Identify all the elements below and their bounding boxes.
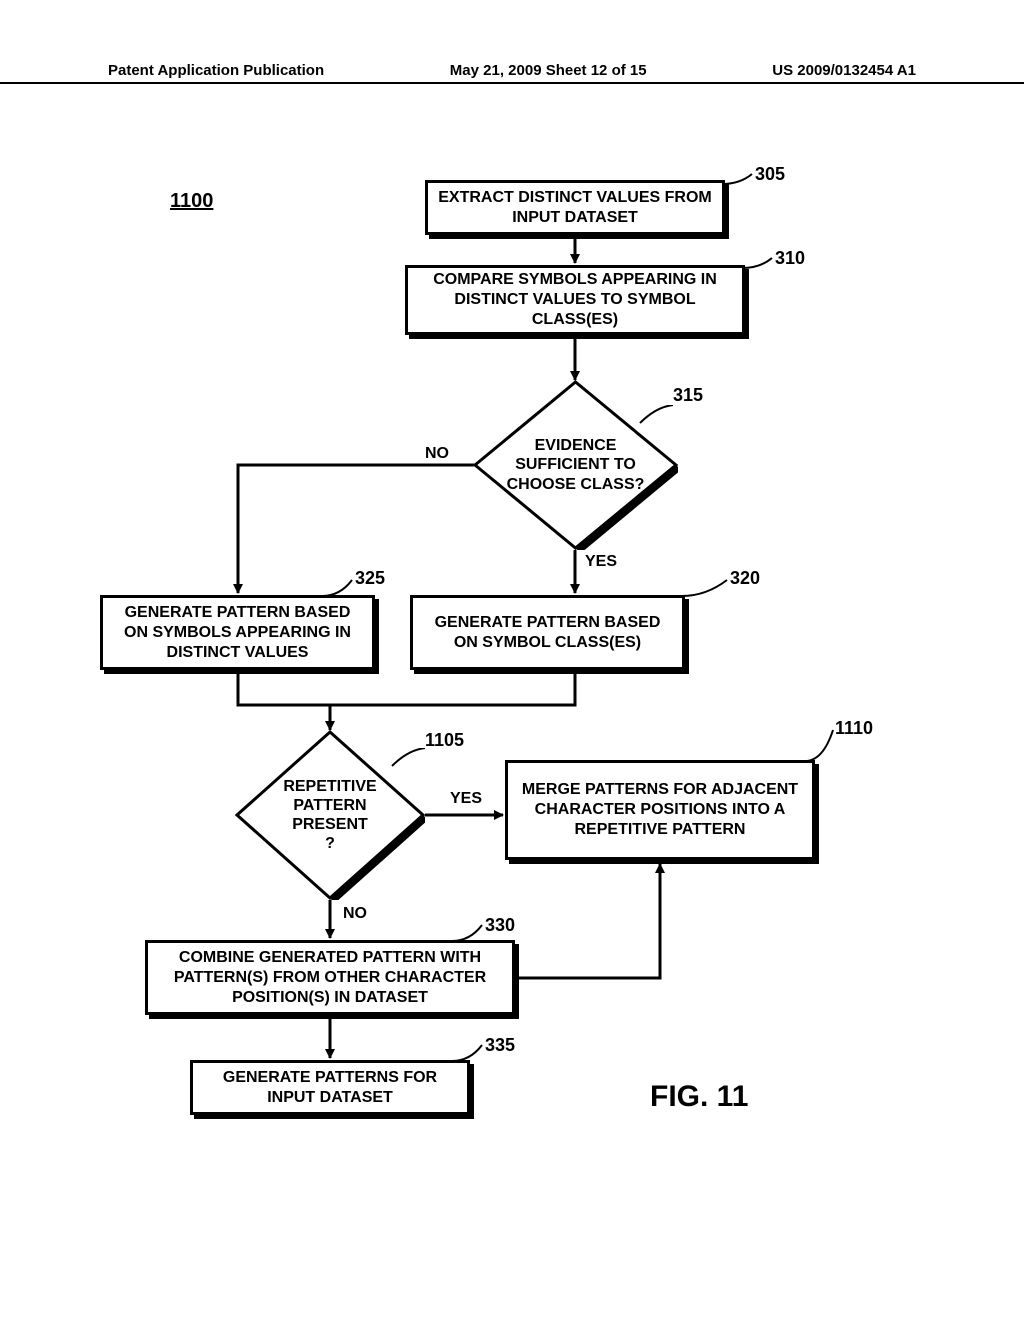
- leader-1110: [805, 728, 839, 763]
- ref-310: 310: [775, 248, 805, 269]
- ref-1105: 1105: [425, 730, 464, 751]
- box-325-text: GENERATE PATTERN BASED ON SYMBOLS APPEAR…: [113, 603, 362, 663]
- ref-325: 325: [355, 568, 385, 589]
- ref-320: 320: [730, 568, 760, 589]
- leader-315: [638, 405, 678, 425]
- leader-310: [742, 256, 776, 270]
- box-310-text: COMPARE SYMBOLS APPEARING IN DISTINCT VA…: [418, 270, 732, 330]
- ref-335: 335: [485, 1035, 515, 1056]
- ref-315: 315: [673, 385, 703, 406]
- edge-label-no-1105: NO: [343, 905, 367, 923]
- ref-1110: 1110: [835, 718, 873, 739]
- header-center: May 21, 2009 Sheet 12 of 15: [450, 62, 647, 79]
- box-320: GENERATE PATTERN BASED ON SYMBOL CLASS(E…: [410, 595, 685, 670]
- box-330: COMBINE GENERATED PATTERN WITH PATTERN(S…: [145, 940, 515, 1015]
- box-305-text: EXTRACT DISTINCT VALUES FROM INPUT DATAS…: [438, 188, 712, 228]
- box-1110: MERGE PATTERNS FOR ADJACENT CHARACTER PO…: [505, 760, 815, 860]
- box-310: COMPARE SYMBOLS APPEARING IN DISTINCT VA…: [405, 265, 745, 335]
- leader-320: [682, 578, 732, 598]
- leader-325: [322, 578, 356, 598]
- box-335: GENERATE PATTERNS FOR INPUT DATASET: [190, 1060, 470, 1115]
- box-335-text: GENERATE PATTERNS FOR INPUT DATASET: [203, 1068, 457, 1108]
- box-1110-text: MERGE PATTERNS FOR ADJACENT CHARACTER PO…: [518, 780, 802, 840]
- box-330-text: COMBINE GENERATED PATTERN WITH PATTERN(S…: [158, 948, 502, 1008]
- leader-330: [452, 923, 486, 943]
- figure-title: FIG. 11: [650, 1080, 748, 1114]
- box-320-text: GENERATE PATTERN BASED ON SYMBOL CLASS(E…: [423, 613, 672, 653]
- box-305: EXTRACT DISTINCT VALUES FROM INPUT DATAS…: [425, 180, 725, 235]
- header-right: US 2009/0132454 A1: [764, 62, 916, 79]
- ref-305: 305: [755, 164, 785, 185]
- edge-label-yes-315: YES: [585, 553, 617, 571]
- leader-335: [452, 1043, 486, 1063]
- leader-305: [722, 172, 756, 186]
- edge-label-no-315: NO: [425, 445, 449, 463]
- leader-1105: [390, 748, 430, 768]
- page-header: Patent Application Publication May 21, 2…: [0, 82, 1024, 101]
- edge-label-yes-1105: YES: [450, 790, 482, 808]
- box-325: GENERATE PATTERN BASED ON SYMBOLS APPEAR…: [100, 595, 375, 670]
- figure-number: 1100: [170, 190, 213, 213]
- ref-330: 330: [485, 915, 515, 936]
- flowchart-diagram: 1100 EXTRACT DISTINCT VALUES FROM INPUT …: [90, 150, 934, 1190]
- header-left: Patent Application Publication: [108, 62, 332, 79]
